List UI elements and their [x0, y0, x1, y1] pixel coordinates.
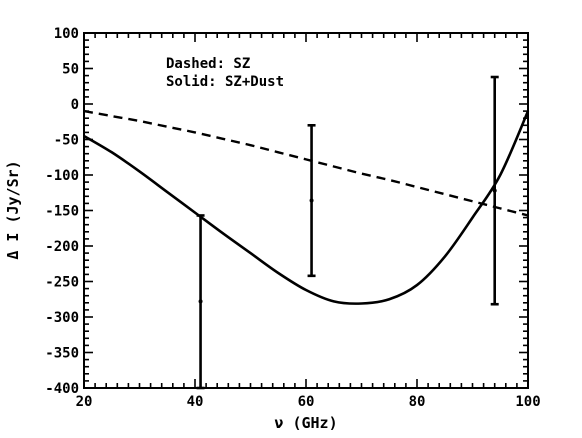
plot-area	[83, 32, 529, 389]
y-tick-label: -50	[54, 133, 79, 149]
x-tick-label: 20	[76, 394, 93, 410]
series-line-sz-dust	[83, 110, 530, 305]
x-tick-label: 60	[298, 394, 315, 410]
y-tick-label: -400	[45, 381, 79, 397]
series-layer	[83, 109, 530, 305]
data-point	[309, 198, 314, 203]
x-tick-label: 80	[409, 394, 426, 410]
data-point	[492, 188, 497, 193]
y-tick-label: -150	[45, 204, 79, 220]
axis-ticks: 20 40 60 80 100 100 50 0 -50 -100 -150 -200 -250 -300…	[45, 26, 540, 410]
plot-frame	[83, 32, 529, 389]
series-line-sz	[83, 109, 529, 217]
y-tick-label: -200	[45, 239, 79, 255]
annotation-line-1: Dashed: SZ	[166, 56, 250, 72]
y-tick-label: 0	[71, 97, 79, 113]
y-tick-label: -350	[45, 346, 79, 362]
errorbar-layer	[196, 75, 499, 390]
error-bar	[307, 124, 316, 278]
error-bar	[196, 214, 205, 390]
x-axis-title: ν (GHz)	[274, 414, 337, 432]
error-bar	[490, 75, 499, 306]
y-tick-label: 50	[62, 62, 79, 78]
y-tick-label: -100	[45, 168, 79, 184]
y-tick-label: -300	[45, 310, 79, 326]
y-tick-label: -250	[45, 275, 79, 291]
x-tick-label: 100	[515, 394, 540, 410]
annotation-line-2: Solid: SZ+Dust	[166, 74, 284, 90]
x-tick-label: 40	[187, 394, 204, 410]
data-point	[198, 299, 203, 304]
y-axis-title: Δ I (Jy/Sr)	[4, 160, 22, 259]
y-tick-label: 100	[54, 26, 79, 42]
